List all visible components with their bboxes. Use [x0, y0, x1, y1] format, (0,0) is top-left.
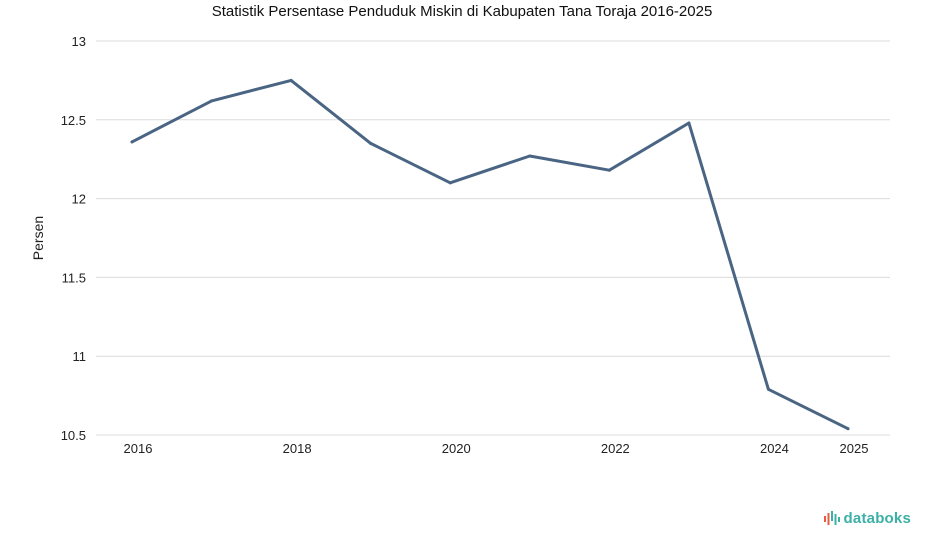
brand-name: databoks — [843, 509, 911, 527]
chart-title: Statistik Persentase Penduduk Miskin di … — [212, 3, 713, 20]
brand-logo: databoks — [823, 509, 911, 527]
data-point — [289, 78, 293, 82]
y-tick-label: 13 — [72, 34, 86, 49]
data-point — [687, 121, 691, 125]
y-tick-label: 12 — [72, 192, 86, 207]
data-point — [369, 141, 373, 145]
data-point — [766, 387, 770, 391]
x-tick-label: 2016 — [124, 441, 153, 456]
x-tick-label: 2025 — [840, 441, 869, 456]
x-tick-label: 2024 — [760, 441, 789, 456]
y-axis-label: Persen — [30, 216, 46, 260]
y-tick-label: 12.5 — [61, 113, 86, 128]
data-point — [846, 427, 850, 431]
x-tick-label: 2022 — [601, 441, 630, 456]
series-line — [130, 78, 850, 431]
data-point — [448, 181, 452, 185]
y-tick-label: 11.5 — [62, 270, 86, 285]
y-axis-ticks: 10.5 11 11.5 12 12.5 13 — [61, 34, 86, 443]
grid-layer — [96, 40, 890, 436]
x-axis-ticks: 2016 2018 2020 2022 2024 2025 — [124, 441, 869, 456]
data-point — [528, 154, 532, 158]
series-layer — [130, 78, 850, 431]
y-tick-label: 10.5 — [61, 428, 86, 443]
x-tick-label: 2018 — [283, 441, 312, 456]
y-tick-label: 11 — [73, 349, 87, 364]
databoks-logo-icon — [823, 511, 840, 525]
data-point — [210, 99, 214, 103]
x-tick-label: 2020 — [442, 441, 471, 456]
data-point — [130, 140, 134, 144]
data-point — [607, 168, 611, 172]
